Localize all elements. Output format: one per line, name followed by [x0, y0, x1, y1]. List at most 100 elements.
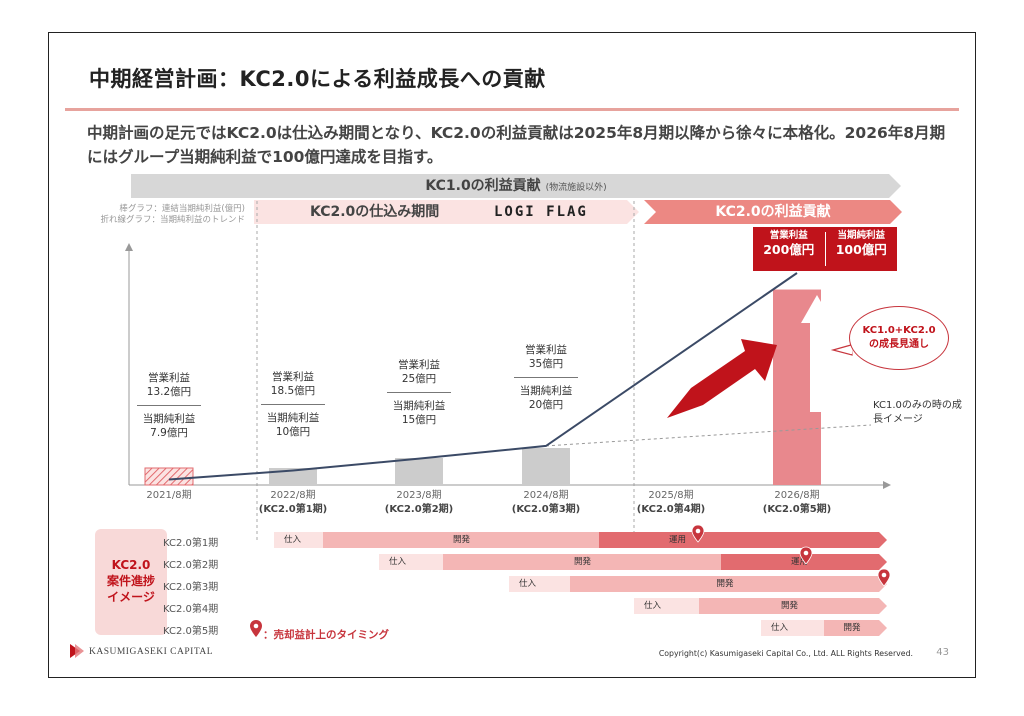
segment-shiire-label: 仕入: [771, 623, 789, 633]
pin-icon: [799, 546, 813, 565]
x-tick-sublabel: (KC2.0第5期): [762, 504, 832, 515]
bar-label-op: 営業利益 13.2億円: [146, 372, 192, 398]
segment-shiire: 仕入: [274, 532, 331, 548]
segment-unyou-label: 運用: [669, 535, 687, 545]
target-net-label: 当期純利益: [837, 230, 885, 241]
legend-bar: 棒グラフ：連結当期純利益(億円): [119, 204, 245, 214]
segment-shiire: 仕入: [634, 598, 707, 614]
up-arrow: [801, 295, 833, 412]
bar-label-op: 営業利益 25億円: [398, 359, 440, 385]
progress-row-label: KC2.0第1期: [163, 538, 219, 549]
slide: 中期経営計画：KC2.0による利益成長への貢献 中期計画の足元ではKC2.0は仕…: [48, 32, 976, 678]
bubble-tail: [830, 344, 853, 356]
target-op-value: 200億円: [763, 242, 815, 257]
x-tick-label: 2024/8期 (KC2.0第3期): [491, 489, 601, 517]
segment-shiire-label: 仕入: [644, 601, 662, 611]
segment-unyou: 運用: [599, 532, 887, 548]
legend: 棒グラフ：連結当期純利益(億円) 折れ線グラフ：当期純利益のトレンド: [57, 204, 245, 226]
bar-2021/8期: [144, 467, 194, 486]
x-tick-label: 2026/8期 (KC2.0第5期): [742, 489, 852, 517]
legend-line: 折れ線グラフ：当期純利益のトレンド: [100, 215, 245, 225]
target-op-label: 営業利益: [769, 230, 808, 241]
kc1-only-trend-line: [545, 424, 872, 447]
pin-icon: [250, 620, 262, 637]
segment-shiire-label: 仕入: [284, 535, 302, 545]
segment-kaihatsu: 開発: [570, 576, 887, 592]
x-tick-sublabel: (KC2.0第4期): [636, 504, 706, 515]
kc1-only-note: KC1.0のみの時の成長イメージ: [873, 400, 962, 425]
pin-note: ：売却益計上のタイミング: [263, 629, 389, 641]
bar-label-net: 当期純利益 7.9億円: [142, 413, 196, 439]
contrib-label: KC2.0の利益貢献: [715, 204, 831, 220]
progress-row-label: KC2.0第4期: [163, 604, 219, 615]
x-tick-label: 2025/8期 (KC2.0第4期): [616, 489, 726, 517]
company-logo-icon: [70, 644, 84, 658]
company-logo-text: KASUMIGASEKI CAPITAL: [89, 647, 214, 657]
bar-label-divider: [514, 377, 578, 378]
x-tick-category: 2026/8期: [774, 490, 820, 501]
target-op: 営業利益 200億円: [753, 227, 825, 271]
segment-kaihatsu: 開発: [699, 598, 887, 614]
progress-label-box: KC2.0 案件進捗 イメージ: [95, 529, 167, 635]
bar-label-op: 営業利益 35億円: [525, 344, 567, 370]
segment-shiire: 仕入: [761, 620, 832, 636]
prep-phase-bar: KC2.0の仕込み期間 LOGI FLAG: [254, 200, 639, 224]
target-net: 当期純利益 100億円: [826, 227, 898, 271]
bar-label-net: 当期純利益 20億円: [519, 385, 573, 411]
segment-kaihatsu-label: 開発: [781, 601, 799, 611]
kc1-label: KC1.0の利益貢献: [425, 178, 541, 194]
prep-label: KC2.0の仕込み期間: [310, 204, 440, 220]
progress-row-label: KC2.0第2期: [163, 560, 219, 571]
bar-label-divider: [387, 392, 451, 393]
x-tick-category: 2023/8期: [396, 490, 442, 501]
bar-label-net: 当期純利益 15億円: [392, 400, 446, 426]
bar-label-3: 営業利益 25億円 当期純利益 15億円: [379, 358, 459, 427]
kc1-phase-bar: KC1.0の利益貢献 (物流施設以外): [131, 174, 901, 198]
segment-kaihatsu: 開発: [443, 554, 729, 570]
segment-kaihatsu-label: 開発: [843, 623, 861, 633]
bar-label-2: 営業利益 18.5億円 当期純利益 10億円: [253, 370, 333, 439]
page-number: 43: [936, 647, 949, 658]
x-tick-sublabel: (KC2.0第2期): [384, 504, 454, 515]
bar-2023/8期: [395, 458, 443, 485]
segment-shiire-label: 仕入: [389, 557, 407, 567]
progress-row-label: KC2.0第3期: [163, 582, 219, 593]
segment-kaihatsu-label: 開発: [453, 535, 471, 545]
x-tick-category: 2021/8期: [146, 490, 192, 501]
segment-kaihatsu: 開発: [824, 620, 887, 636]
x-tick-category: 2024/8期: [523, 490, 569, 501]
segment-shiire: 仕入: [379, 554, 451, 570]
segment-unyou-label: 運用: [791, 557, 809, 567]
contrib-phase-bar: KC2.0の利益貢献: [644, 200, 902, 224]
x-tick-label: 2021/8期: [114, 489, 224, 503]
logi-flag-logo: LOGI FLAG: [494, 204, 588, 220]
profit-chart: [125, 201, 891, 543]
x-tick-category: 2022/8期: [270, 490, 316, 501]
copyright: Copyright(c) Kasumigaseki Capital Co., L…: [658, 649, 913, 658]
x-tick-sublabel: (KC2.0第3期): [511, 504, 581, 515]
bar-label-1: 営業利益 13.2億円 当期純利益 7.9億円: [129, 371, 209, 440]
x-axis-arrow: [883, 481, 891, 489]
callout-separator: [824, 232, 826, 266]
title-rule: [65, 108, 959, 111]
trend-line: [168, 272, 798, 481]
progress-label-3: イメージ: [107, 590, 155, 604]
pin-icon: [691, 524, 705, 543]
segment-kaihatsu-label: 開発: [574, 557, 592, 567]
progress-label-1: KC2.0: [111, 558, 151, 572]
slide-title: 中期経営計画：KC2.0による利益成長への貢献: [89, 67, 546, 91]
bar-label-divider: [137, 405, 201, 406]
growth-arrow: [667, 339, 777, 418]
progress-label-2: 案件進捗: [106, 574, 155, 588]
lead-text: 中期計画の足元ではKC2.0は仕込み期間となり、KC2.0の利益貢献は2025年…: [87, 124, 946, 166]
growth-bubble-text: KC1.0+KC2.0の成長見通し: [862, 325, 936, 350]
bar-label-divider: [261, 404, 325, 405]
kc1-note: (物流施設以外): [545, 183, 607, 193]
progress-row-label: KC2.0第5期: [163, 626, 219, 637]
x-tick-category: 2025/8期: [648, 490, 694, 501]
growth-bubble: KC1.0+KC2.0の成長見通し: [849, 306, 949, 370]
pin-icon: [877, 568, 891, 587]
x-tick-label: 2022/8期 (KC2.0第1期): [238, 489, 348, 517]
segment-kaihatsu: 開発: [323, 532, 607, 548]
x-tick-sublabel: (KC2.0第1期): [258, 504, 328, 515]
